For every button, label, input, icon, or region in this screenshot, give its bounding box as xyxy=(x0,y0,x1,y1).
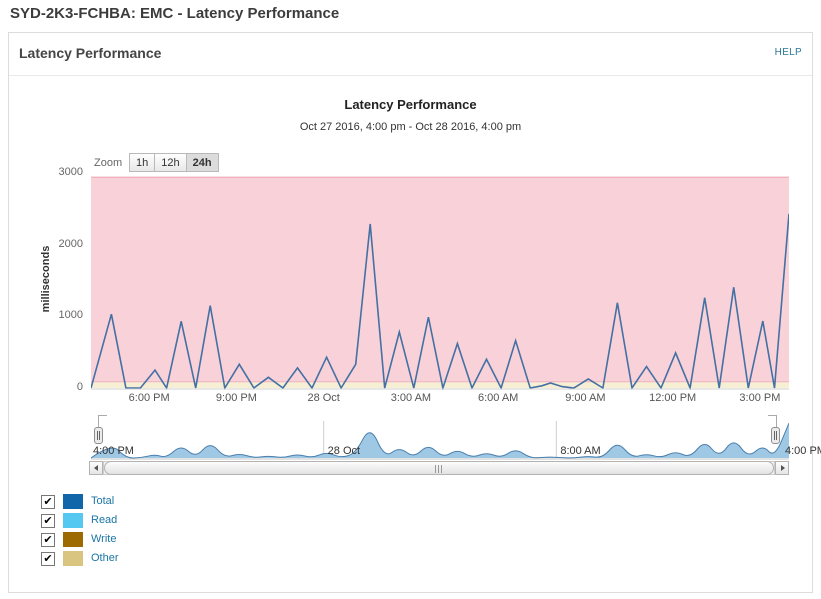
zoom-label: Zoom xyxy=(94,157,123,169)
legend-swatch-total xyxy=(63,494,83,509)
zoom-button-24h[interactable]: 24h xyxy=(185,153,219,172)
x-tick-label: 6:00 AM xyxy=(477,392,519,404)
legend-checkbox-read[interactable]: ✔ xyxy=(41,514,55,528)
navigator-left-handle[interactable] xyxy=(94,427,103,444)
x-tick-label: 9:00 AM xyxy=(565,392,606,404)
navigator-area-line xyxy=(91,422,789,459)
legend-swatch-other xyxy=(63,551,83,566)
series-line-total xyxy=(91,213,789,390)
x-tick-label: 3:00 PM xyxy=(739,392,781,404)
scrollbar-grip-icon xyxy=(435,465,444,473)
legend-item-read: ✔ Read xyxy=(41,513,241,530)
legend-label-read[interactable]: Read xyxy=(91,514,118,526)
main-chart-plot[interactable] xyxy=(91,173,789,390)
x-tick-label: 12:00 PM xyxy=(649,392,697,404)
page-title: SYD-2K3-FCHBA: EMC - Latency Performance xyxy=(10,5,340,22)
x-tick-label: 3:00 AM xyxy=(390,392,432,404)
scrollbar-right-arrow-icon[interactable] xyxy=(775,461,789,475)
legend-label-write[interactable]: Write xyxy=(91,533,117,545)
latency-panel: Latency Performance HELP Latency Perform… xyxy=(8,32,821,593)
help-link[interactable]: HELP xyxy=(774,47,802,58)
navigator-outline-right xyxy=(768,415,777,432)
navigator-area-fill xyxy=(91,423,789,458)
legend-label-other[interactable]: Other xyxy=(91,552,119,564)
navigator-label: 4:00 PM xyxy=(785,445,821,457)
legend-label-total[interactable]: Total xyxy=(91,495,115,507)
y-tick-label-3000: 3000 xyxy=(58,166,83,178)
y-tick-label-1000: 1000 xyxy=(58,309,83,322)
navigator-right-handle[interactable] xyxy=(771,427,780,444)
y-tick-label-2000: 2000 xyxy=(58,237,83,250)
zoom-button-12h[interactable]: 12h xyxy=(154,153,187,172)
y-tick-label-0: 0 xyxy=(76,381,83,393)
x-tick-label: 9:00 PM xyxy=(215,392,257,404)
navigator-label: 28 Oct xyxy=(327,445,361,457)
panel-title: Latency Performance xyxy=(19,45,162,61)
legend-swatch-write xyxy=(63,532,83,547)
zoom-button-1h[interactable]: 1h xyxy=(129,153,156,172)
zoom-button-group: 1h 12h 24h xyxy=(129,153,219,172)
legend-checkbox-write[interactable]: ✔ xyxy=(41,533,55,547)
x-tick-label: 28 Oct xyxy=(307,392,340,404)
x-tick-label: 6:00 PM xyxy=(128,392,170,404)
scrollbar-left-arrow-icon[interactable] xyxy=(89,461,103,475)
navigator-label: 4:00 PM xyxy=(93,445,134,457)
navigator-label: 8:00 AM xyxy=(560,445,601,457)
plot-band-critical xyxy=(91,176,789,383)
scrollbar-thumb[interactable] xyxy=(104,461,774,475)
panel-header: Latency Performance HELP xyxy=(9,33,812,76)
chart-title: Latency Performance xyxy=(344,97,477,112)
legend-checkbox-total[interactable]: ✔ xyxy=(41,495,55,509)
legend-item-total: ✔ Total xyxy=(41,494,241,511)
navigator-outline-left xyxy=(98,415,107,432)
chart-subtitle: Oct 27 2016, 4:00 pm - Oct 28 2016, 4:00… xyxy=(299,121,522,133)
legend-checkbox-other[interactable]: ✔ xyxy=(41,552,55,566)
navigator-chart[interactable] xyxy=(91,419,789,460)
legend-swatch-read xyxy=(63,513,83,528)
legend-item-other: ✔ Other xyxy=(41,551,241,568)
legend-item-write: ✔ Write xyxy=(41,532,241,549)
plot-band-warning xyxy=(91,382,789,388)
